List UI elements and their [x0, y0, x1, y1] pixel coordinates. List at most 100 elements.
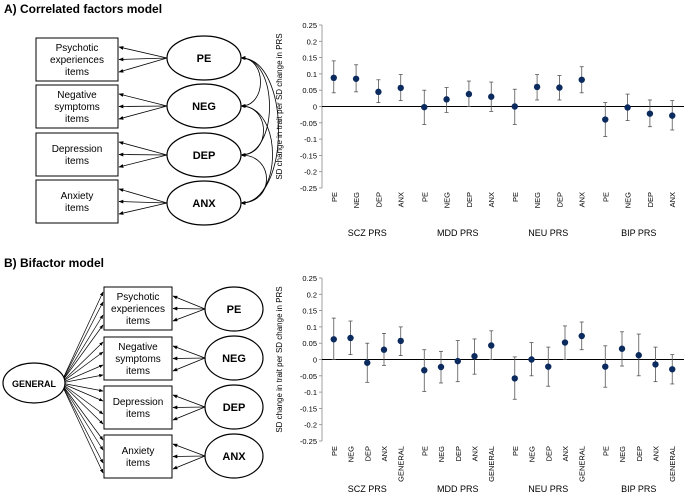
data-point-neu-prs-neg — [528, 356, 535, 363]
category-label: GENERAL — [397, 446, 406, 482]
item-box-label-3: Depression items — [113, 397, 164, 420]
y-tick-label: 0.25 — [302, 274, 317, 283]
category-label: ANX — [578, 192, 587, 207]
item-box-label-4-line: Anxiety — [61, 191, 94, 202]
category-label: ANX — [668, 192, 677, 207]
data-point-bip-prs-dep — [635, 352, 642, 359]
y-tick-label: -0.1 — [304, 135, 317, 144]
general-loading-arrow — [60, 374, 104, 384]
factor-label-neg: NEG — [222, 353, 246, 365]
data-point-bip-prs-neg — [624, 104, 631, 111]
item-box-label-2: Negative symptoms items — [115, 342, 161, 377]
factor-label-anx: ANX — [222, 451, 246, 463]
item-box-label-2-line: items — [126, 366, 150, 377]
item-box-label-3-line: Depression — [113, 397, 164, 408]
loading-arrow — [172, 405, 206, 410]
data-point-neu-prs-dep — [545, 363, 552, 370]
category-label: DEP — [646, 192, 655, 207]
data-point-mdd-prs-pe — [421, 367, 428, 374]
category-label: ANX — [380, 446, 389, 461]
data-point-mdd-prs-pe — [421, 103, 428, 111]
factor-ellipse-pe — [204, 286, 264, 332]
factor-ellipse-anx — [166, 180, 242, 226]
y-tick-label: -0.15 — [300, 404, 317, 413]
category-label: GENERAL — [578, 446, 587, 482]
y-tick-label: -0.2 — [304, 421, 317, 430]
data-point-neu-prs-dep — [556, 84, 563, 91]
y-tick-label: -0.05 — [300, 119, 317, 128]
category-label: GENERAL — [668, 446, 677, 482]
chart-correlated-factors: 0.25 0.2 0.15 0.1 0.05 0 -0.05 -0.1 -0.15 -0.2 -0.… — [275, 21, 684, 238]
group-label-bip-prs: BIP PRS — [621, 484, 656, 494]
y-tick-label: 0.1 — [307, 323, 317, 332]
loading-arrow — [118, 141, 168, 156]
category-label: DEP — [555, 192, 564, 207]
general-loading-arrow — [60, 382, 104, 474]
item-box-label-1-line: Psychotic — [117, 292, 160, 303]
general-loading-arrow — [60, 382, 104, 402]
data-point-scz-prs-neg — [347, 334, 354, 342]
y-tick-label: -0.2 — [304, 168, 317, 177]
category-label: PE — [601, 192, 610, 202]
loading-arrow — [172, 394, 206, 408]
y-axis-label: SD change in trait per SD change in PRS — [275, 286, 284, 432]
data-point-mdd-prs-neg — [437, 363, 445, 371]
general-factor-ellipse — [2, 362, 66, 404]
data-point-scz-prs-pe — [330, 74, 337, 82]
y-tick-label: 0.05 — [302, 86, 317, 95]
item-box-3 — [35, 132, 119, 177]
y-tick-label: -0.25 — [300, 184, 317, 193]
data-point-bip-prs-neg — [618, 345, 626, 352]
general-loading-arrow — [60, 301, 104, 384]
factor-ellipse-pe — [166, 35, 242, 81]
data-point-neu-prs-pe — [511, 103, 518, 110]
general-loading-arrow — [60, 382, 104, 392]
item-box-label-4-line: items — [126, 458, 150, 469]
general-loading-arrow — [60, 314, 104, 384]
category-label: NEG — [618, 446, 627, 462]
y-tick-label: 0.25 — [302, 21, 317, 30]
y-tick-label: -0.15 — [300, 151, 317, 160]
category-label: ANX — [561, 446, 570, 461]
item-box-1 — [35, 37, 119, 82]
factor-ellipse-dep — [166, 132, 242, 178]
item-box-label-1-line: experiences — [50, 55, 104, 66]
item-box-label-4: Anxiety items — [122, 446, 155, 469]
category-label: NEG — [528, 446, 537, 462]
loading-arrow — [172, 345, 206, 359]
category-label: ANX — [397, 192, 406, 207]
general-loading-arrow — [60, 382, 104, 415]
data-point-mdd-prs-anx — [471, 353, 478, 360]
factor-label-dep: DEP — [223, 402, 246, 414]
group-label-neu-prs: NEU PRS — [528, 228, 568, 238]
group-label-mdd-prs: MDD PRS — [437, 228, 479, 238]
factor-label-pe: PE — [197, 53, 212, 65]
data-point-mdd-prs-neg — [443, 96, 450, 103]
item-box-label-2: Negative symptoms items — [54, 90, 100, 125]
data-point-bip-prs-anx — [669, 112, 676, 119]
loading-arrow — [118, 154, 168, 168]
category-label: PE — [330, 446, 339, 456]
factor-label-neg: NEG — [192, 101, 216, 113]
data-point-neu-prs-anx — [561, 339, 569, 346]
data-point-bip-prs-pe — [602, 363, 609, 370]
data-point-scz-prs-pe — [330, 336, 337, 343]
item-box-2 — [35, 84, 119, 129]
loading-arrow — [118, 57, 168, 62]
correlation-arc — [240, 153, 267, 205]
category-label: PE — [330, 192, 339, 202]
loading-arrow — [118, 199, 168, 204]
loading-arrow — [172, 443, 206, 457]
general-loading-arrow — [60, 351, 104, 384]
loading-arrow — [118, 57, 168, 73]
data-point-mdd-prs-dep — [465, 90, 473, 98]
category-label: DEP — [374, 192, 383, 207]
category-label: ANX — [487, 192, 496, 207]
loading-arrow — [172, 454, 206, 459]
item-box-label-1-line: experiences — [111, 304, 165, 315]
data-point-neu-prs-general — [578, 332, 585, 340]
data-point-scz-prs-anx — [380, 346, 388, 353]
